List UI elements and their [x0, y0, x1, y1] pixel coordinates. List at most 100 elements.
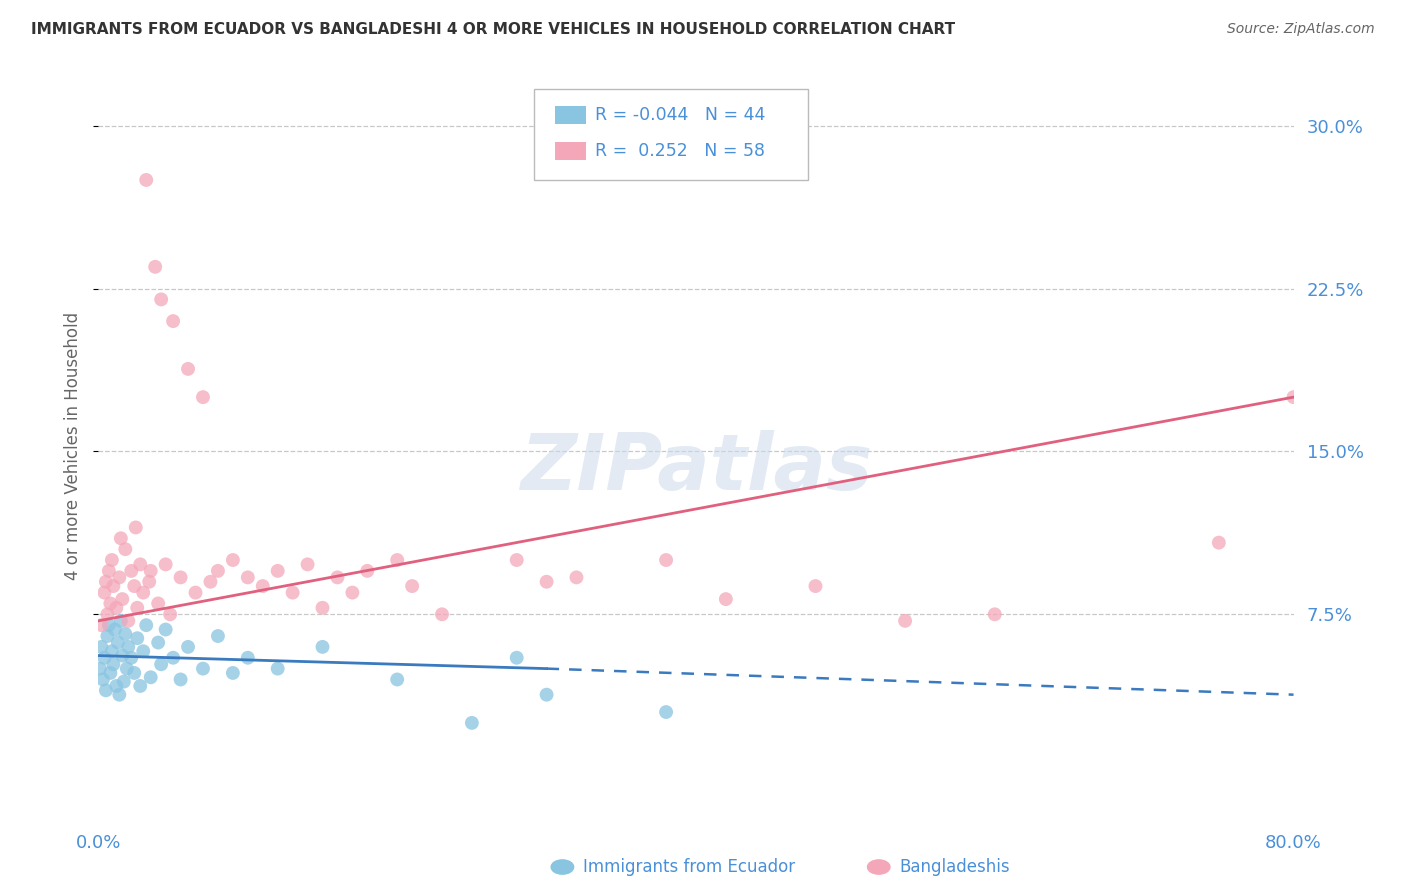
- Point: [98, 665, 122, 680]
- Point: [105, 600, 128, 615]
- Point: [236, 570, 259, 584]
- Text: IMMIGRANTS FROM ECUADOR VS BANGLADESHI 4 OR MORE VEHICLES IN HOUSEHOLD CORRELATI: IMMIGRANTS FROM ECUADOR VS BANGLADESHI 4…: [31, 22, 955, 37]
- Point: [103, 579, 125, 593]
- Point: [385, 553, 409, 567]
- Point: [714, 592, 737, 607]
- Point: [124, 665, 146, 680]
- Point: [111, 648, 134, 663]
- Point: [385, 673, 409, 687]
- Point: [143, 260, 166, 274]
- Point: [222, 553, 245, 567]
- Point: [155, 623, 177, 637]
- Point: [110, 614, 132, 628]
- Point: [169, 673, 191, 687]
- Text: Source: ZipAtlas.com: Source: ZipAtlas.com: [1227, 22, 1375, 37]
- Point: [90, 618, 112, 632]
- Point: [104, 623, 127, 637]
- Point: [110, 531, 132, 545]
- Point: [89, 662, 111, 676]
- Point: [139, 564, 162, 578]
- Point: [169, 570, 191, 584]
- Point: [506, 650, 529, 665]
- Point: [103, 657, 125, 672]
- Point: [191, 390, 214, 404]
- Point: [565, 570, 588, 584]
- Point: [150, 293, 173, 307]
- Point: [200, 574, 222, 589]
- Point: [356, 564, 378, 578]
- Point: [90, 640, 112, 654]
- Point: [132, 644, 155, 658]
- Point: [124, 579, 146, 593]
- Point: [132, 585, 155, 599]
- Point: [267, 564, 290, 578]
- Point: [222, 665, 245, 680]
- Point: [207, 564, 229, 578]
- Point: [114, 542, 136, 557]
- Point: [114, 627, 136, 641]
- Point: [101, 553, 124, 567]
- Point: [98, 597, 122, 611]
- Text: ZIPatlas: ZIPatlas: [520, 431, 872, 507]
- Point: [177, 640, 200, 654]
- Point: [150, 657, 173, 672]
- Point: [655, 553, 678, 567]
- Point: [120, 564, 142, 578]
- Point: [536, 574, 558, 589]
- Point: [894, 614, 917, 628]
- Point: [117, 614, 139, 628]
- Point: [311, 600, 333, 615]
- Point: [536, 688, 558, 702]
- Y-axis label: 4 or more Vehicles in Household: 4 or more Vehicles in Household: [65, 312, 83, 580]
- Point: [281, 585, 304, 599]
- Point: [984, 607, 1007, 622]
- Point: [96, 629, 118, 643]
- Point: [506, 553, 529, 567]
- Point: [138, 574, 160, 589]
- Text: R =  0.252   N = 58: R = 0.252 N = 58: [595, 142, 765, 160]
- Point: [252, 579, 274, 593]
- Point: [162, 650, 184, 665]
- Point: [112, 674, 135, 689]
- Point: [430, 607, 453, 622]
- Point: [804, 579, 827, 593]
- Point: [148, 597, 170, 611]
- Point: [148, 635, 170, 649]
- Point: [207, 629, 229, 643]
- Point: [191, 662, 214, 676]
- Point: [177, 362, 200, 376]
- Point: [96, 607, 118, 622]
- Point: [326, 570, 349, 584]
- Point: [107, 635, 129, 649]
- Point: [120, 650, 142, 665]
- Point: [94, 574, 117, 589]
- Point: [184, 585, 207, 599]
- Point: [129, 558, 152, 572]
- Point: [236, 650, 259, 665]
- Point: [297, 558, 319, 572]
- Point: [655, 705, 678, 719]
- Text: Immigrants from Ecuador: Immigrants from Ecuador: [583, 858, 796, 876]
- Point: [461, 715, 484, 730]
- Point: [108, 688, 131, 702]
- Text: Bangladeshis: Bangladeshis: [900, 858, 1011, 876]
- Point: [97, 564, 120, 578]
- Point: [101, 644, 124, 658]
- Point: [91, 673, 114, 687]
- Point: [1208, 535, 1230, 549]
- Point: [94, 683, 117, 698]
- Point: [139, 670, 162, 684]
- Point: [162, 314, 184, 328]
- Point: [135, 173, 157, 187]
- Point: [93, 650, 115, 665]
- Point: [342, 585, 364, 599]
- Point: [267, 662, 290, 676]
- Point: [159, 607, 181, 622]
- Point: [111, 592, 134, 607]
- Point: [105, 679, 128, 693]
- Point: [127, 631, 149, 645]
- Point: [93, 585, 115, 599]
- Point: [97, 618, 120, 632]
- Point: [401, 579, 423, 593]
- Point: [117, 640, 139, 654]
